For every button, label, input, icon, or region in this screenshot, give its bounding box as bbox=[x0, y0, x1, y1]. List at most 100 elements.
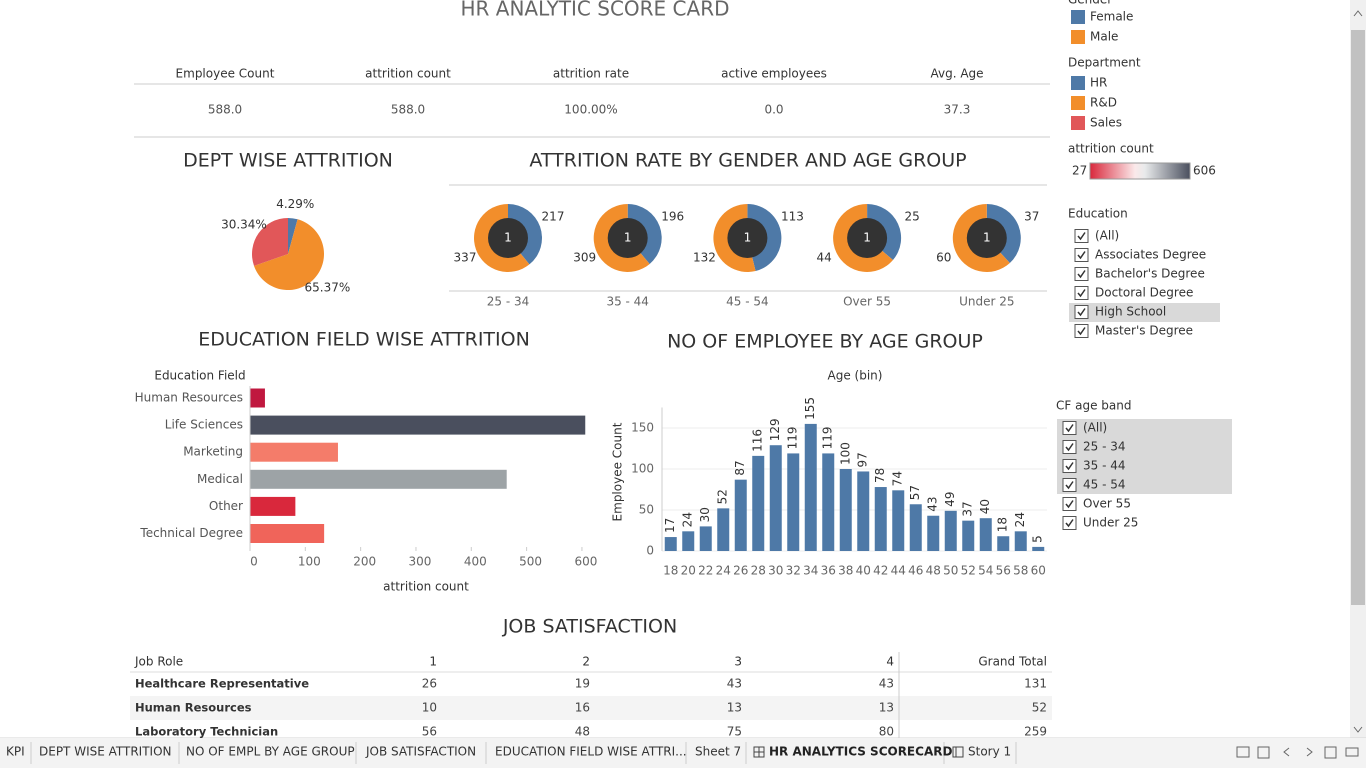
x-tick-label: 24 bbox=[716, 564, 731, 578]
checkbox[interactable] bbox=[1062, 459, 1077, 473]
x-tick-label: 30 bbox=[768, 564, 783, 578]
nav-button[interactable] bbox=[1236, 746, 1250, 758]
table-cell: Human Resources bbox=[135, 701, 252, 715]
chart-title: ATTRITION RATE BY GENDER AND AGE GROUP bbox=[529, 150, 966, 172]
bar bbox=[734, 479, 747, 551]
checkbox[interactable] bbox=[1074, 305, 1089, 319]
checkbox[interactable] bbox=[1074, 286, 1089, 300]
filter-item[interactable]: Bachelor's Degree bbox=[1095, 267, 1205, 281]
tab[interactable]: KPI bbox=[6, 745, 25, 759]
checkbox[interactable] bbox=[1062, 440, 1077, 454]
filter-item[interactable]: 45 - 54 bbox=[1083, 478, 1126, 492]
value-label: 24 bbox=[681, 512, 695, 527]
pie-slice bbox=[254, 219, 324, 291]
tab[interactable]: Sheet 7 bbox=[695, 745, 741, 759]
donut-value-label: 25 bbox=[904, 210, 919, 224]
donut-value-label: 309 bbox=[573, 251, 596, 265]
y-axis-title: Education Field bbox=[154, 369, 245, 383]
bar bbox=[1032, 546, 1045, 551]
table-row-stripe bbox=[130, 696, 1052, 720]
table-cell: 10 bbox=[422, 701, 437, 715]
check-mark bbox=[1077, 251, 1086, 260]
scroll-down[interactable] bbox=[1353, 726, 1363, 733]
filter-item[interactable]: 35 - 44 bbox=[1083, 459, 1126, 473]
bar bbox=[250, 469, 507, 489]
donut-value-label: 113 bbox=[781, 210, 804, 224]
checkbox[interactable] bbox=[1074, 229, 1089, 243]
table-header: Job Role bbox=[134, 655, 183, 669]
donut-value-label: 337 bbox=[454, 251, 477, 265]
x-axis-title: Age (bin) bbox=[828, 369, 883, 383]
table-cell: 19 bbox=[575, 677, 590, 691]
x-tick-label: 400 bbox=[464, 555, 487, 569]
checkbox[interactable] bbox=[1062, 478, 1077, 492]
x-tick-label: 100 bbox=[298, 555, 321, 569]
bar bbox=[1014, 531, 1027, 551]
table-cell: 56 bbox=[422, 725, 437, 739]
tab[interactable]: EDUCATION FIELD WISE ATTRI... bbox=[495, 745, 687, 759]
nav-button[interactable] bbox=[1345, 747, 1359, 757]
nav-button[interactable] bbox=[1306, 747, 1313, 757]
tab[interactable]: JOB SATISFACTION bbox=[365, 745, 476, 759]
nav-button[interactable] bbox=[1283, 747, 1290, 757]
bar bbox=[717, 508, 730, 551]
x-tick-label: Under 25 bbox=[959, 295, 1014, 309]
tab[interactable]: DEPT WISE ATTRITION bbox=[39, 745, 172, 759]
check-mark bbox=[1077, 327, 1086, 336]
scrollbar-thumb[interactable] bbox=[1351, 30, 1365, 605]
filter-item[interactable]: Under 25 bbox=[1083, 516, 1138, 530]
checkbox[interactable] bbox=[1062, 497, 1077, 511]
filter-item[interactable]: Associates Degree bbox=[1095, 248, 1206, 262]
legend-title: Gender bbox=[1068, 0, 1112, 7]
nav-button[interactable] bbox=[1257, 746, 1270, 759]
check-mark bbox=[1065, 481, 1074, 490]
bar bbox=[944, 510, 957, 551]
pie-value-label: 30.34% bbox=[221, 218, 267, 232]
table-cell: 259 bbox=[1024, 725, 1047, 739]
filter-item[interactable]: High School bbox=[1095, 305, 1166, 319]
scroll-up[interactable] bbox=[1353, 10, 1363, 17]
value-label: 78 bbox=[873, 468, 887, 483]
table-cell: 75 bbox=[727, 725, 742, 739]
table-cell: 48 bbox=[575, 725, 590, 739]
y-tick-label: 100 bbox=[631, 462, 654, 476]
checkbox[interactable] bbox=[1062, 421, 1077, 435]
y-axis-title: Employee Count bbox=[611, 422, 625, 521]
x-tick-label: 36 bbox=[821, 564, 836, 578]
chart-title: EDUCATION FIELD WISE ATTRITION bbox=[198, 329, 530, 351]
bar bbox=[250, 442, 338, 462]
tab[interactable]: HR ANALYTICS SCORECARD bbox=[769, 745, 952, 759]
checkbox[interactable] bbox=[1074, 267, 1089, 281]
dashboard-title: HR ANALYTIC SCORE CARD bbox=[461, 0, 730, 21]
filter-item[interactable]: 25 - 34 bbox=[1083, 440, 1126, 454]
tab[interactable]: Story 1 bbox=[968, 745, 1011, 759]
filter-item[interactable]: (All) bbox=[1095, 229, 1119, 243]
tab[interactable]: NO OF EMPL BY AGE GROUP bbox=[186, 745, 355, 759]
kpi-value: 588.0 bbox=[208, 103, 242, 117]
legend-label: R&D bbox=[1090, 96, 1117, 110]
checkbox[interactable] bbox=[1074, 324, 1089, 338]
nav-button[interactable] bbox=[1324, 746, 1337, 759]
donut-value-label: 132 bbox=[693, 251, 716, 265]
x-tick-label: 500 bbox=[519, 555, 542, 569]
x-tick-label: 34 bbox=[803, 564, 818, 578]
y-tick-label: Marketing bbox=[183, 445, 243, 459]
checkbox[interactable] bbox=[1074, 248, 1089, 262]
tab-icon bbox=[952, 746, 964, 758]
y-tick-label: Life Sciences bbox=[165, 418, 243, 432]
filter-item[interactable]: Doctoral Degree bbox=[1095, 286, 1193, 300]
filter-item[interactable]: Over 55 bbox=[1083, 497, 1131, 511]
x-tick-label: 45 - 54 bbox=[726, 295, 769, 309]
bar bbox=[909, 504, 922, 551]
legend-swatch bbox=[1071, 116, 1085, 130]
filter-item[interactable]: Master's Degree bbox=[1095, 324, 1193, 338]
donut-center-label: 1 bbox=[624, 231, 632, 245]
y-tick-label: Human Resources bbox=[135, 391, 243, 405]
table-header: 3 bbox=[734, 655, 742, 669]
y-tick-label: Technical Degree bbox=[139, 526, 243, 540]
filter-item[interactable]: (All) bbox=[1083, 421, 1107, 435]
bar bbox=[699, 526, 712, 551]
checkbox[interactable] bbox=[1062, 516, 1077, 530]
